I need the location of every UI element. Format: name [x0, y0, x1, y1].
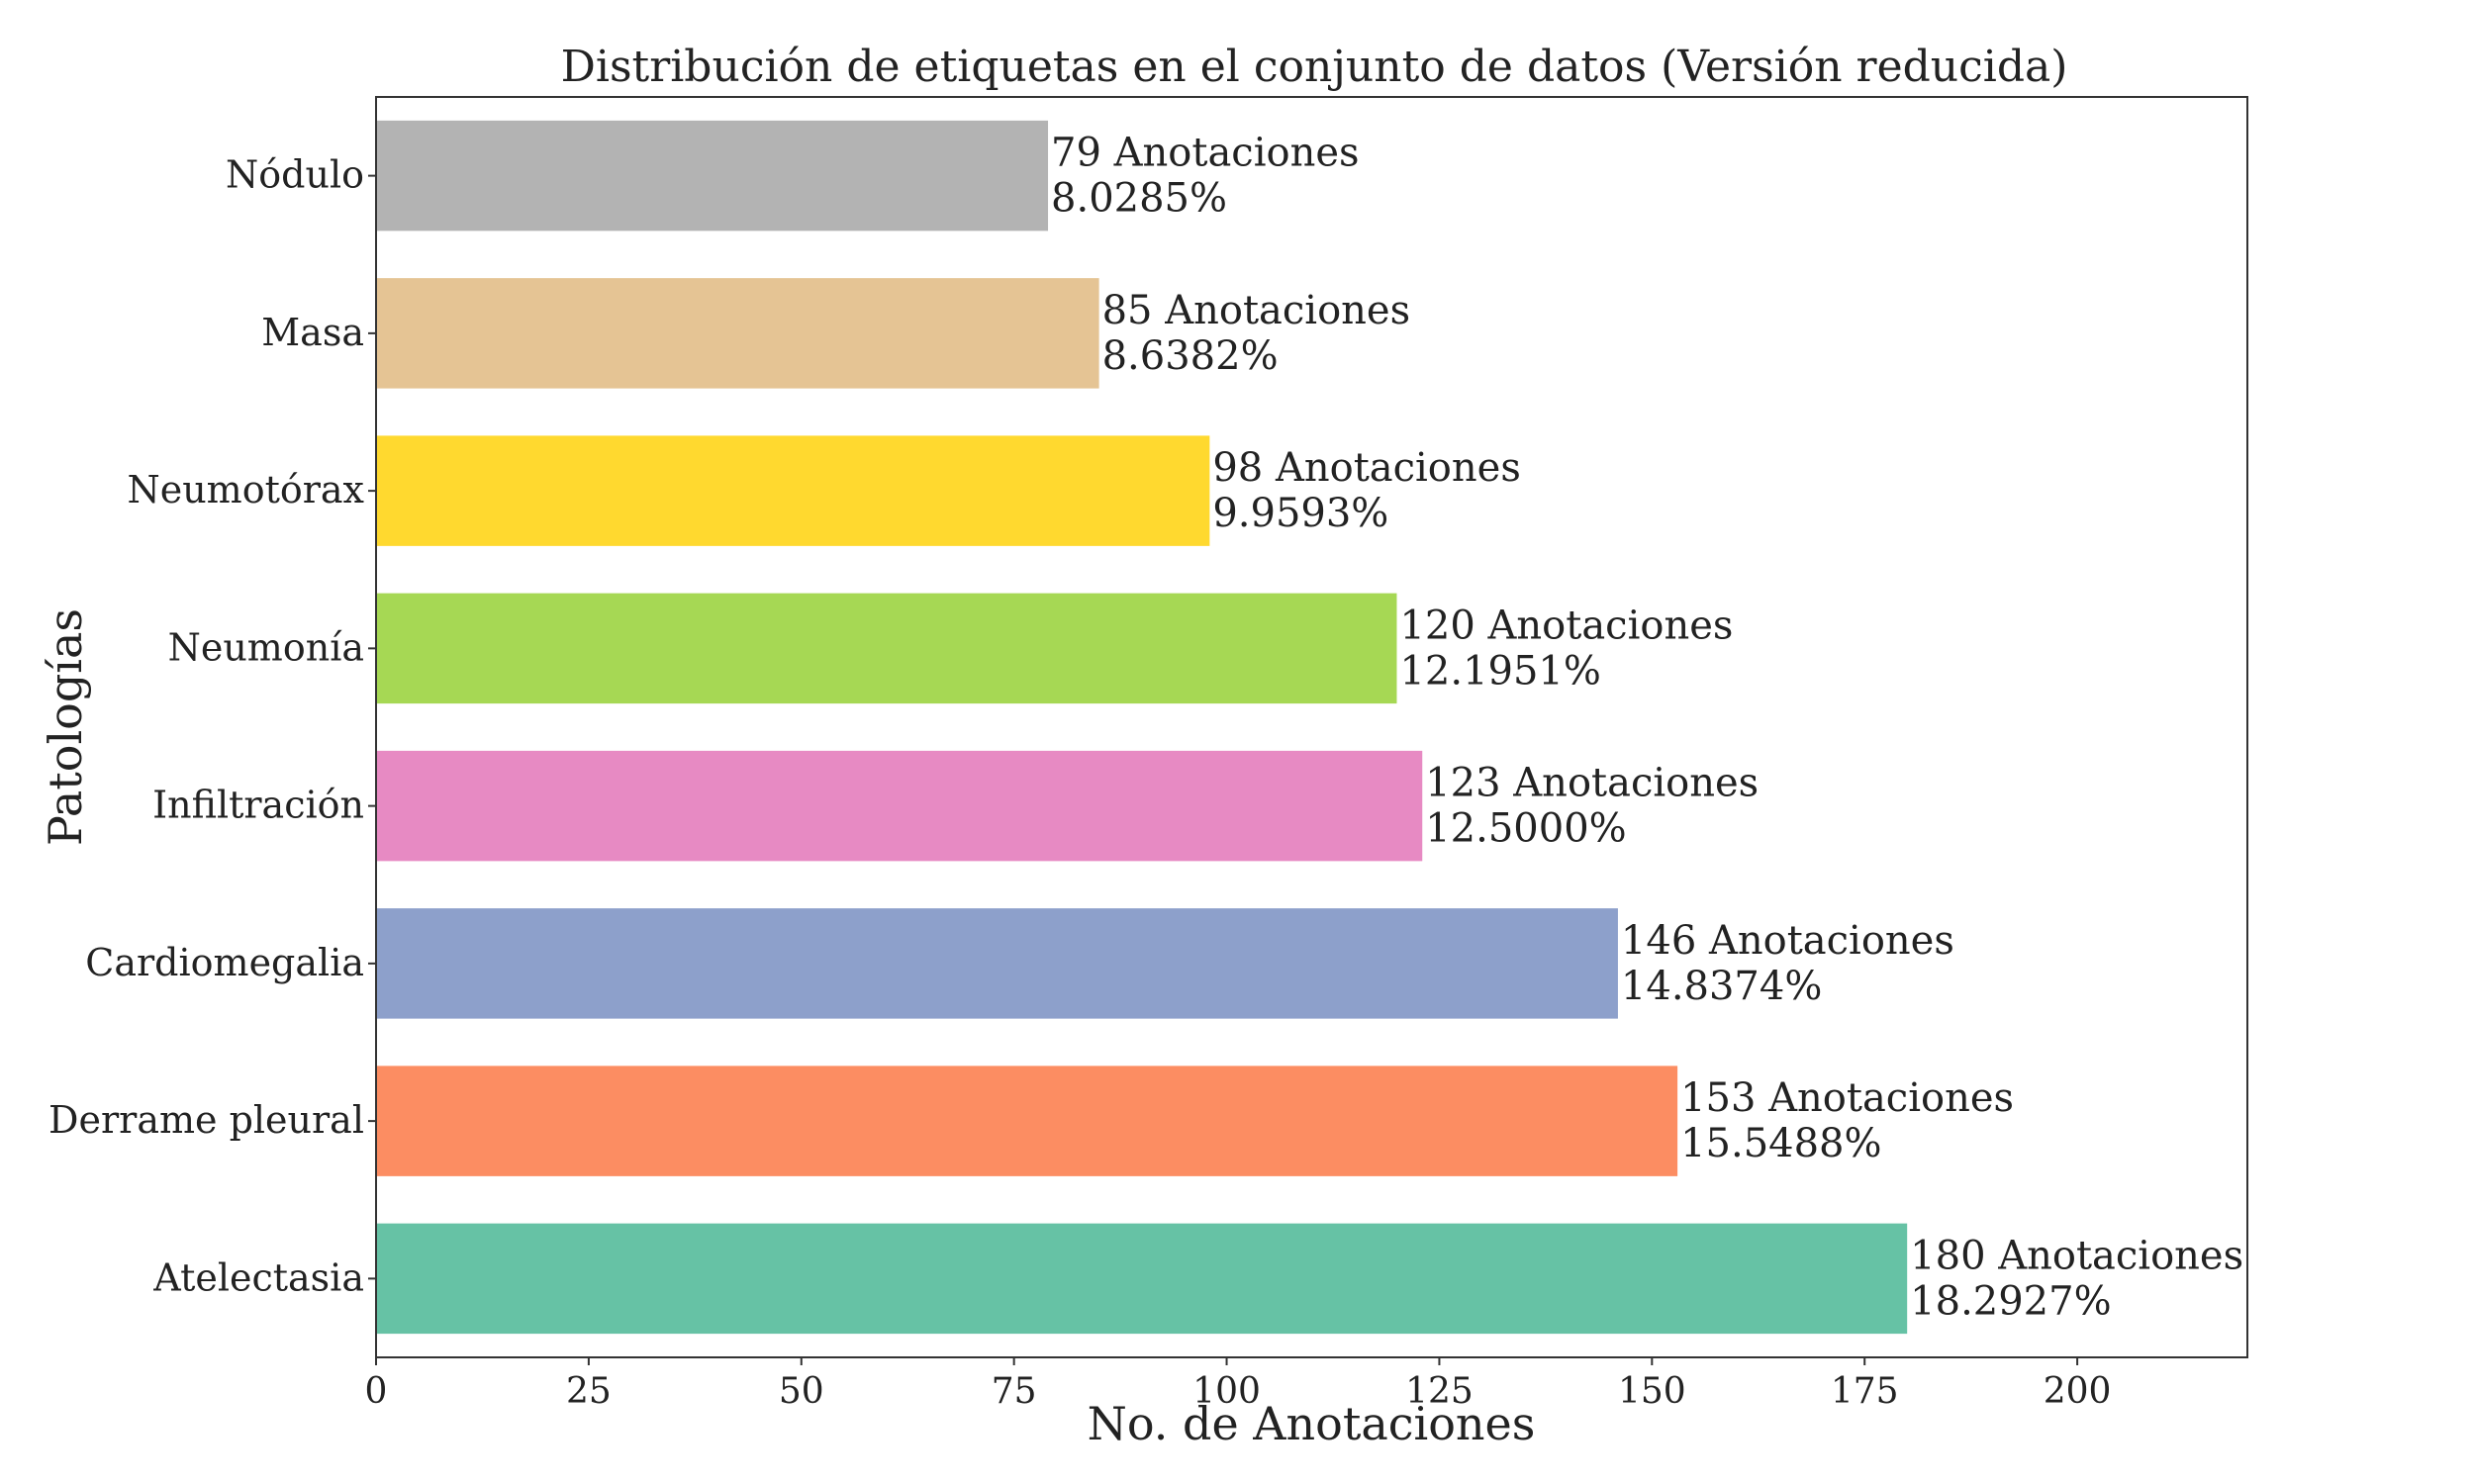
bar: [376, 750, 1423, 862]
y-tick-label: Neumonía: [168, 625, 364, 669]
plot-frame: [375, 96, 2248, 1358]
bar: [376, 278, 1099, 389]
x-tick-label: 150: [1618, 1371, 1686, 1412]
bar-value-label: 98 Anotaciones: [1212, 445, 1521, 491]
chart-title: Distribución de etiquetas en el conjunto…: [561, 42, 2068, 92]
bar-percent-label: 8.0285%: [1051, 176, 1227, 222]
y-tick-label: Masa: [261, 311, 364, 354]
bar-value-label: 123 Anotaciones: [1425, 761, 1759, 806]
bar-value-label: 85 Anotaciones: [1102, 288, 1411, 333]
x-tick-label: 125: [1405, 1371, 1474, 1412]
y-tick-label: Atelectasia: [152, 1255, 364, 1299]
bar-percent-label: 14.8374%: [1621, 964, 1822, 1009]
x-tick-label: 0: [365, 1371, 388, 1412]
x-tick-label: 175: [1831, 1371, 1899, 1412]
bar-percent-label: 15.5488%: [1680, 1121, 1881, 1166]
bar: [376, 1223, 1908, 1335]
bar-value-label: 146 Anotaciones: [1621, 918, 1954, 964]
bar-percent-label: 12.1951%: [1399, 648, 1600, 694]
y-tick-label: Derrame pleural: [48, 1098, 364, 1142]
bar: [376, 593, 1397, 704]
bar-value-label: 153 Anotaciones: [1680, 1075, 2014, 1121]
x-tick-label: 100: [1192, 1371, 1261, 1412]
bar-value-label: 180 Anotaciones: [1910, 1233, 2243, 1278]
bar: [376, 120, 1049, 232]
x-tick-label: 75: [992, 1371, 1037, 1412]
bar: [376, 435, 1210, 546]
y-tick-label: Nódulo: [226, 153, 364, 197]
bar-percent-label: 18.2927%: [1910, 1278, 2111, 1324]
bar-value-label: 120 Anotaciones: [1399, 603, 1733, 648]
bar-value-label: 79 Anotaciones: [1051, 131, 1360, 176]
bar-percent-label: 9.9593%: [1212, 491, 1388, 536]
y-tick-label: Cardiomegalia: [85, 941, 364, 984]
y-tick-label: Neumotórax: [127, 468, 364, 511]
bar: [376, 908, 1618, 1019]
x-tick-label: 200: [2044, 1371, 2112, 1412]
bar: [376, 1066, 1678, 1176]
y-axis-label: Patologías: [39, 608, 92, 846]
bar-percent-label: 8.6382%: [1102, 333, 1279, 379]
x-axis-label: No. de Anotaciones: [1088, 1397, 1536, 1450]
x-tick-label: 25: [566, 1371, 612, 1412]
y-tick-label: Infiltración: [152, 784, 364, 827]
bar-percent-label: 12.5000%: [1425, 806, 1626, 852]
x-tick-label: 50: [779, 1371, 824, 1412]
